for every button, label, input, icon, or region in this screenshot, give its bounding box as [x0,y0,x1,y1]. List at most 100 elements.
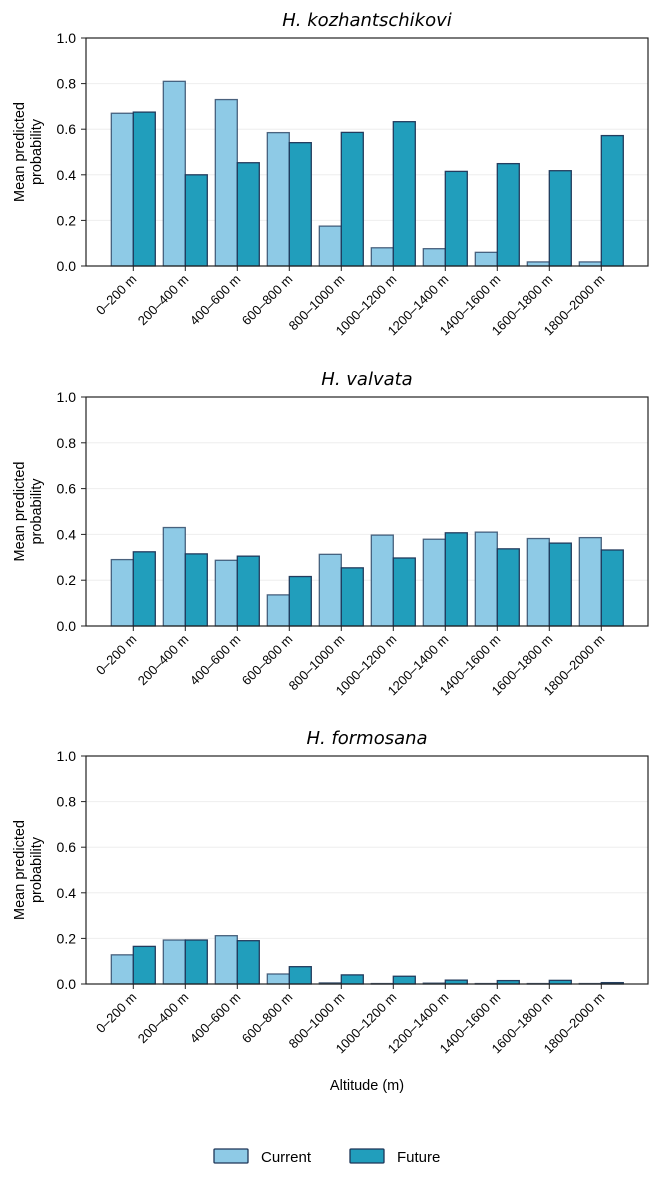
bar-future-5 [340,974,364,985]
y-tick-label: 0.4 [57,167,77,183]
y-tick-label: 0.0 [57,258,77,274]
bar-current-3 [214,559,238,627]
bar-current-2 [162,526,186,627]
legend-swatch-current [213,1148,249,1164]
chart-title: H. formosana [306,728,427,749]
bar-future-7 [444,532,468,627]
bar-future-2 [184,939,208,985]
bar-current-5 [318,553,342,627]
bar-future-1 [132,551,156,627]
bar-future-5 [340,131,364,267]
bar-future-8 [496,162,520,267]
bar-current-8 [474,531,498,627]
bar-current-1 [110,112,134,267]
chart-title: H. valvata [321,369,412,390]
y-axis-label: Mean predicted [12,102,28,202]
x-axis-label: Altitude (m) [330,1078,404,1094]
x-tick-label: 600–800 m [239,990,296,1047]
bar-future-4 [288,966,312,985]
y-tick-label: 0.8 [57,794,77,810]
bar-current-7 [422,538,446,627]
y-tick-label: 0.2 [57,212,77,228]
bar-future-4 [288,575,312,627]
x-tick-label: 0–200 m [93,272,139,318]
plot-frame [85,396,649,627]
bar-future-5 [340,567,364,627]
bar-current-3 [214,935,238,985]
y-tick-label: 1.0 [57,748,77,764]
bar-future-9 [548,542,572,627]
bar-future-8 [496,548,520,627]
bar-current-7 [422,248,446,267]
y-tick-label: 0.4 [57,526,77,542]
bar-future-7 [444,170,468,267]
y-tick-label: 0.4 [57,885,77,901]
bar-current-10 [578,536,602,627]
bar-current-5 [318,225,342,267]
plot-frame [85,37,649,267]
bar-future-1 [132,111,156,267]
bar-future-10 [600,549,624,627]
y-tick-label: 0.2 [57,930,77,946]
bar-future-6 [392,557,416,627]
bar-current-1 [110,558,134,627]
y-axis-label: probability [29,836,45,903]
y-tick-label: 1.0 [57,389,77,405]
bar-current-8 [474,251,498,267]
y-tick-label: 0.2 [57,572,77,588]
bar-current-6 [370,534,394,627]
x-tick-label: 600–800 m [239,272,296,329]
bar-current-6 [370,247,394,267]
legend-label-future: Future [397,1149,440,1166]
bar-future-6 [392,975,416,985]
bar-current-10 [578,261,602,267]
bar-future-2 [184,174,208,267]
plot-frame [85,755,649,985]
y-tick-label: 0.6 [57,481,77,497]
y-axis-label: probability [29,118,45,185]
legend-label-current: Current [261,1149,312,1166]
y-axis-label: probability [29,478,45,545]
bar-future-2 [184,553,208,627]
bar-future-3 [236,555,260,627]
bar-future-9 [548,170,572,267]
bar-future-3 [236,162,260,267]
y-tick-label: 0.0 [57,618,77,634]
x-tick-label: 0–200 m [93,990,139,1036]
x-tick-label: 200–400 m [135,632,192,689]
x-tick-label: 400–600 m [187,632,244,689]
x-tick-label: 600–800 m [239,632,296,689]
bar-current-9 [526,537,550,627]
x-tick-label: 200–400 m [135,272,192,329]
x-tick-label: 400–600 m [187,272,244,329]
bar-current-3 [214,98,238,267]
bar-current-1 [110,954,134,985]
bar-future-3 [236,940,260,985]
y-tick-label: 1.0 [57,30,77,46]
y-tick-label: 0.8 [57,76,77,92]
bar-current-4 [266,131,290,267]
x-tick-label: 0–200 m [93,632,139,678]
y-tick-label: 0.6 [57,839,77,855]
bar-current-2 [162,939,186,985]
legend: Current Future [213,1148,440,1166]
y-axis-label: Mean predicted [12,462,28,562]
bar-current-4 [266,973,290,985]
x-tick-label: 400–600 m [187,990,244,1047]
bar-future-1 [132,945,156,985]
y-tick-label: 0.8 [57,435,77,451]
bar-future-6 [392,121,416,267]
bar-current-4 [266,594,290,627]
x-tick-label: 200–400 m [135,990,192,1047]
bar-current-2 [162,80,186,267]
bar-future-10 [600,134,624,267]
y-tick-label: 0.0 [57,976,77,992]
legend-swatch-future [349,1148,385,1164]
bar-current-9 [526,261,550,267]
bar-future-4 [288,142,312,267]
chart-title: H. kozhantschikovi [282,10,452,31]
